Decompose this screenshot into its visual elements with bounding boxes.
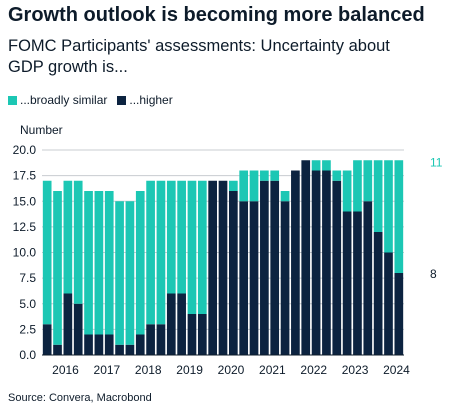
bar-higher xyxy=(384,252,393,355)
annotation-similar: 11 xyxy=(430,155,443,169)
bar-higher xyxy=(218,180,228,355)
bar-similar xyxy=(197,180,207,314)
bar-higher xyxy=(135,334,145,355)
bar-higher xyxy=(311,170,321,355)
bar-higher xyxy=(187,314,197,355)
bar-higher xyxy=(373,232,383,355)
bar-higher xyxy=(177,293,186,355)
y-tick-label: 17.5 xyxy=(13,169,37,183)
bar-higher xyxy=(353,211,362,355)
bar-similar xyxy=(104,191,114,335)
bar-higher xyxy=(197,314,207,355)
source-note: Source: Convera, Macrobond xyxy=(8,392,152,404)
bar-similar xyxy=(373,160,383,232)
x-tick-label: 2023 xyxy=(342,363,369,377)
bar-higher xyxy=(208,180,218,355)
y-tick-label: 12.5 xyxy=(13,220,37,234)
bar-higher xyxy=(342,211,352,355)
bar-higher xyxy=(146,324,155,355)
bar-higher xyxy=(156,324,166,355)
bar-similar xyxy=(353,160,362,212)
bar-higher xyxy=(73,303,83,355)
y-tick-label: 0.0 xyxy=(19,348,36,362)
bar-higher xyxy=(322,170,331,355)
bar-similar xyxy=(177,180,186,294)
chart-subtitle: FOMC Participants' assessments: Uncertai… xyxy=(8,37,390,76)
bar-higher xyxy=(301,160,311,355)
bar-similar xyxy=(53,191,62,345)
bar-similar xyxy=(363,160,373,202)
x-tick-label: 2018 xyxy=(135,363,162,377)
bar-similar xyxy=(270,170,280,181)
x-tick-label: 2024 xyxy=(383,363,410,377)
bar-similar xyxy=(125,201,135,345)
y-tick-label: 20.0 xyxy=(13,143,37,157)
bar-similar xyxy=(94,191,104,335)
bar-higher xyxy=(53,344,62,355)
y-axis-label: Number xyxy=(20,123,63,137)
bar-similar xyxy=(156,180,166,325)
x-tick-label: 2019 xyxy=(176,363,203,377)
bar-higher xyxy=(260,180,269,355)
legend-swatch-higher xyxy=(117,95,127,105)
bar-similar xyxy=(322,160,331,171)
x-tick-label: 2022 xyxy=(300,363,327,377)
bar-similar xyxy=(73,180,83,304)
bar-higher xyxy=(228,191,238,355)
legend-item-similar: ...broadly similar xyxy=(8,93,107,107)
x-tick-label: 2020 xyxy=(218,363,245,377)
legend: ...broadly similar ...higher xyxy=(8,93,183,107)
bar-higher xyxy=(270,180,280,355)
bar-similar xyxy=(260,170,269,181)
bar-higher xyxy=(63,293,73,355)
y-tick-label: 10.0 xyxy=(13,246,37,260)
bar-higher xyxy=(84,334,93,355)
bar-similar xyxy=(187,180,197,314)
legend-swatch-similar xyxy=(8,95,17,105)
bar-similar xyxy=(342,170,352,212)
bar-higher xyxy=(94,334,104,355)
bar-similar xyxy=(63,180,73,294)
y-tick-label: 15.0 xyxy=(13,194,37,208)
bar-higher xyxy=(394,273,404,355)
bar-higher xyxy=(42,324,52,355)
bar-similar xyxy=(384,160,393,253)
bar-higher xyxy=(125,344,135,355)
y-tick-label: 5.0 xyxy=(19,297,36,311)
bar-higher xyxy=(239,201,249,355)
bar-similar xyxy=(311,160,321,171)
annotation-higher: 8 xyxy=(430,267,437,281)
bar-similar xyxy=(115,201,124,345)
bar-higher xyxy=(166,293,176,355)
bar-higher xyxy=(249,201,259,355)
bar-similar xyxy=(239,170,249,202)
chart-title: Growth outlook is becoming more balanced xyxy=(8,4,425,26)
bar-similar xyxy=(84,191,93,335)
bar-higher xyxy=(363,201,373,355)
legend-label-higher: ...higher xyxy=(129,93,173,107)
bar-similar xyxy=(146,180,155,325)
y-tick-label: 7.5 xyxy=(19,271,36,285)
x-tick-label: 2017 xyxy=(94,363,121,377)
bar-similar xyxy=(394,160,404,273)
bar-similar xyxy=(249,170,259,202)
bar-higher xyxy=(104,334,114,355)
bar-higher xyxy=(115,344,124,355)
x-tick-label: 2016 xyxy=(52,363,79,377)
legend-label-similar: ...broadly similar xyxy=(20,93,108,107)
legend-item-higher: ...higher xyxy=(117,93,173,107)
x-tick-label: 2021 xyxy=(259,363,286,377)
bar-higher xyxy=(332,180,342,355)
bar-higher xyxy=(291,170,300,355)
bar-similar xyxy=(42,180,52,325)
bar-similar xyxy=(135,191,145,335)
y-tick-label: 2.5 xyxy=(19,322,36,336)
bar-similar xyxy=(332,170,342,181)
bar-similar xyxy=(280,191,290,202)
bar-higher xyxy=(280,201,290,355)
bar-similar xyxy=(228,180,238,191)
bar-similar xyxy=(166,180,176,294)
